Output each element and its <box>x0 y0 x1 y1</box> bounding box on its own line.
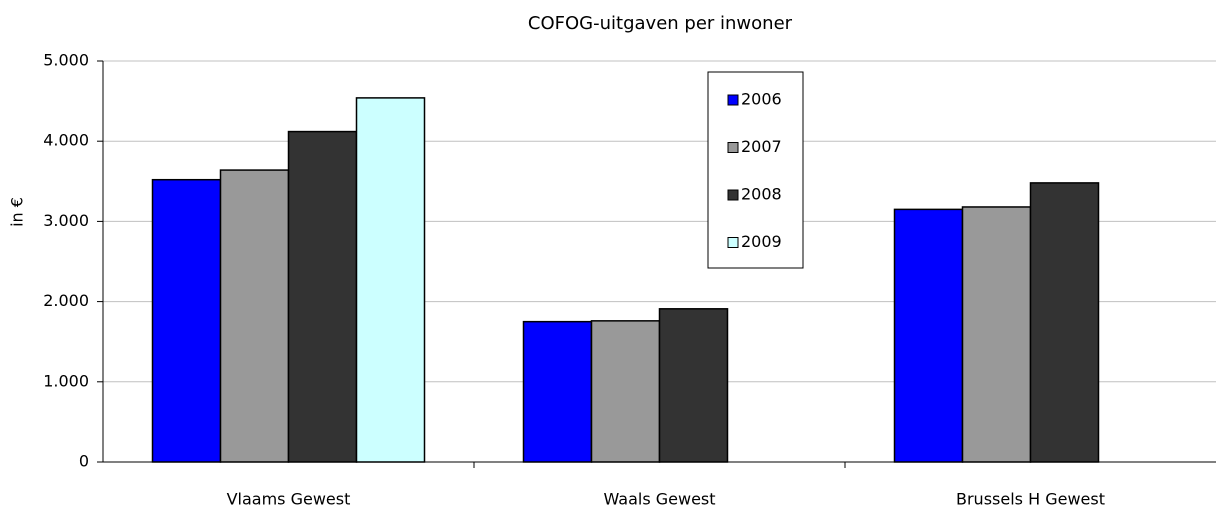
y-axis-label: in € <box>8 197 27 227</box>
legend-label: 2008 <box>741 185 782 204</box>
x-tick-label: Brussels H Gewest <box>956 490 1105 509</box>
bar <box>1029 182 1100 463</box>
y-tick-label: 4.000 <box>43 131 89 150</box>
bar <box>219 169 290 463</box>
bar <box>590 320 661 463</box>
legend-box <box>707 71 804 269</box>
y-tick-label: 0 <box>79 452 89 471</box>
legend-label: 2007 <box>741 137 782 156</box>
legend-swatch <box>727 189 739 201</box>
x-tick-label: Vlaams Gewest <box>227 490 351 509</box>
legend-swatch <box>727 237 739 248</box>
bar <box>355 97 426 463</box>
bar <box>287 130 358 463</box>
legend-swatch <box>727 142 739 153</box>
x-tick-label: Waals Gewest <box>603 490 715 509</box>
bar <box>893 208 964 463</box>
legend-swatch <box>727 94 739 106</box>
y-tick-label: 3.000 <box>43 211 89 230</box>
y-tick-label: 2.000 <box>43 291 89 310</box>
legend-label: 2009 <box>741 232 782 251</box>
legend-label: 2006 <box>741 90 782 109</box>
y-tick-label: 1.000 <box>43 371 89 390</box>
bar <box>961 206 1032 463</box>
bar <box>151 178 222 463</box>
bar <box>658 308 729 463</box>
bar <box>522 320 593 463</box>
chart-title: COFOG-uitgaven per inwoner <box>528 13 793 34</box>
y-tick-label: 5.000 <box>43 51 89 70</box>
